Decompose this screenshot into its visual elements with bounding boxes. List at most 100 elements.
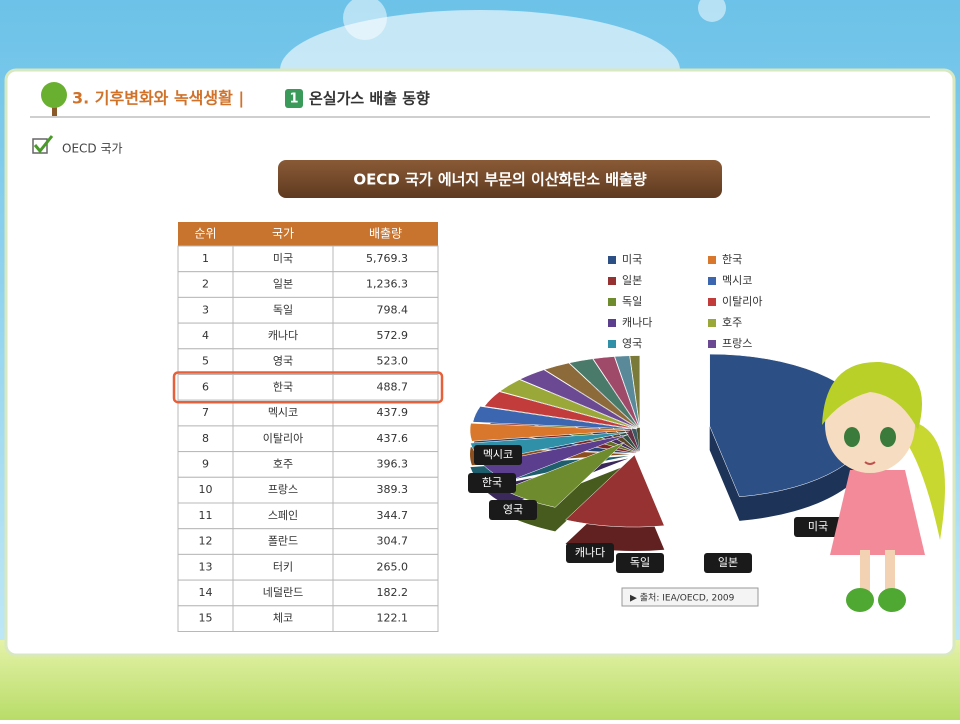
column-header: 국가 — [272, 227, 294, 241]
table-cell — [232, 605, 334, 632]
cell-text: 미국 — [273, 252, 293, 265]
table-cell — [177, 605, 234, 632]
cell-text: 체코 — [273, 612, 293, 625]
cell-text: 437.6 — [377, 432, 409, 445]
cell-text: 14 — [199, 586, 213, 599]
column-header: 순위 — [194, 227, 216, 241]
cell-text: 10 — [199, 483, 213, 496]
cell-text: 7 — [202, 406, 209, 419]
table-cell — [177, 271, 234, 298]
callout-label: 한국 — [482, 476, 502, 489]
source: ▶ 출처: IEA/OECD, 2009 — [630, 592, 735, 604]
cell-text: 344.7 — [377, 509, 409, 522]
card — [4, 68, 956, 657]
legend-label: 일본 — [622, 273, 642, 287]
table-cell — [332, 374, 439, 401]
cell-text: 터키 — [273, 560, 293, 573]
cell-text: 한국 — [273, 380, 293, 393]
legend-swatch — [708, 340, 716, 348]
cell-text: 네덜란드 — [263, 586, 303, 599]
legend-swatch — [708, 319, 716, 327]
table-header — [178, 222, 438, 246]
tree-icon — [41, 82, 67, 108]
cell-text: 독일 — [273, 302, 293, 316]
legend-label: 이탈리아 — [722, 295, 762, 308]
character — [822, 361, 945, 612]
cell-text: 프랑스 — [268, 483, 298, 496]
tree-trunk — [52, 100, 57, 116]
pie-slice — [629, 355, 641, 428]
cell-text: 523.0 — [377, 355, 409, 368]
callout-box — [474, 445, 522, 465]
cell-text: 4 — [202, 329, 209, 342]
table-cell — [232, 579, 334, 607]
legend-label: 캐나다 — [622, 316, 652, 329]
table-cell — [332, 296, 439, 324]
pie-slice — [568, 358, 639, 428]
pie-slice — [469, 423, 631, 442]
cell-text: 182.2 — [377, 586, 409, 599]
check — [33, 135, 54, 154]
cell-text: 265.0 — [377, 560, 409, 573]
cell-text: 572.9 — [377, 329, 409, 342]
cell-text: 396.3 — [377, 457, 409, 470]
cell-text: 122.1 — [377, 612, 409, 625]
cell-text: 798.4 — [377, 303, 409, 316]
cell-text: 1 — [202, 252, 209, 265]
cell-text: 1,236.3 — [366, 278, 408, 291]
cell-text: 호주 — [273, 457, 293, 470]
table-cell — [332, 245, 439, 273]
table-cell — [232, 348, 334, 375]
pie-slice — [499, 379, 637, 429]
cell-text: 437.9 — [377, 406, 409, 419]
table-cell — [232, 451, 334, 478]
pie-slice — [614, 355, 640, 428]
table-cell — [232, 245, 334, 273]
table-cell — [232, 322, 334, 350]
legend-label: 영국 — [622, 337, 642, 350]
pie-slice — [472, 406, 633, 430]
source-box — [621, 587, 759, 607]
callout-label: 멕시코 — [483, 448, 513, 461]
cell-text: 389.3 — [377, 483, 409, 496]
callout-label: 독일 — [630, 555, 650, 569]
legend-swatch — [608, 340, 616, 348]
subheader: OECD 국가 — [62, 142, 123, 156]
cell-text: 5 — [202, 355, 209, 368]
legend-swatch — [608, 277, 616, 285]
topic: 온실가스 배출 동향 — [309, 90, 430, 108]
callout-box — [794, 517, 842, 537]
table-cell — [232, 553, 334, 581]
cell-text: 이탈리아 — [263, 432, 303, 445]
legend-label: 한국 — [722, 253, 742, 266]
legend-swatch — [608, 298, 616, 306]
cell-text: 12 — [199, 535, 213, 548]
cell-text: 캐나다 — [268, 329, 298, 342]
table-cell — [177, 528, 234, 555]
table-cell — [332, 528, 439, 555]
legend-label: 호주 — [722, 316, 742, 329]
cell-text: 6 — [202, 380, 209, 393]
legend-swatch — [708, 256, 716, 264]
cell-text: 5,769.3 — [366, 252, 408, 265]
table-cell — [232, 296, 334, 324]
cell-text: 9 — [202, 457, 209, 470]
legend-swatch — [608, 319, 616, 327]
cell-text: 15 — [199, 612, 213, 625]
badge: 1 — [289, 92, 298, 107]
table-cell — [232, 399, 334, 427]
bubble — [698, 0, 726, 22]
cell-text: 13 — [199, 560, 213, 573]
table-cell — [332, 271, 439, 298]
cell-text: 3 — [202, 303, 209, 316]
table-cell — [332, 502, 439, 530]
table-cell — [332, 605, 439, 632]
section-title: 3. 기후변화와 녹색생활 | — [72, 89, 244, 109]
bubble — [343, 0, 387, 40]
cell-text: 스페인 — [268, 509, 298, 522]
cell-text: 11 — [199, 509, 213, 522]
badge-box — [285, 89, 303, 108]
table-cell — [232, 502, 334, 530]
cell-text: 일본 — [273, 277, 293, 291]
legend-label: 미국 — [622, 253, 642, 266]
